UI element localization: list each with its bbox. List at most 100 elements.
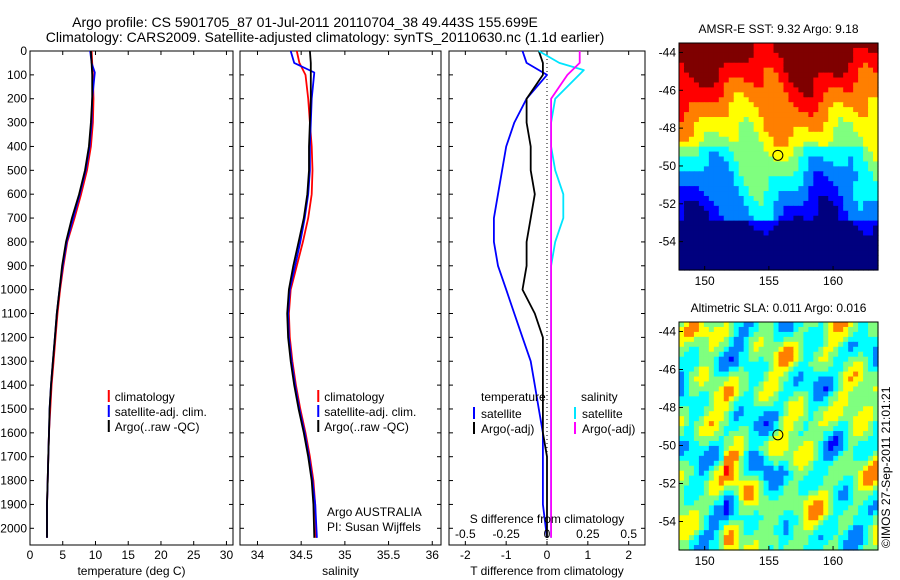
- map-cell: [698, 346, 705, 353]
- map-cell: [828, 260, 834, 266]
- map-cell: [688, 426, 695, 432]
- map-cell: [703, 82, 710, 89]
- map-cell: [763, 87, 770, 93]
- map-cell: [753, 436, 760, 442]
- map-cell: [758, 47, 765, 54]
- map-cell: [808, 411, 814, 417]
- map-cell: [738, 440, 745, 447]
- map-cell: [828, 366, 834, 373]
- map-cell: [753, 500, 760, 506]
- map-cell: [818, 440, 824, 447]
- map-cell: [718, 331, 725, 338]
- map-cell: [713, 52, 720, 59]
- map-cell: [853, 141, 859, 148]
- map-cell: [688, 72, 695, 79]
- map-cell: [768, 381, 775, 388]
- map-cell: [728, 450, 735, 457]
- map-cell: [853, 117, 859, 123]
- map-cell: [683, 510, 690, 516]
- map-cell: [848, 440, 854, 447]
- map-cell: [843, 411, 849, 417]
- map-cell: [863, 480, 869, 487]
- map-cell: [698, 495, 705, 502]
- map-cell: [743, 131, 750, 138]
- map-cell: [863, 490, 869, 497]
- map-cell: [679, 381, 685, 388]
- map-cell: [693, 326, 700, 333]
- map-cell: [848, 470, 854, 477]
- map-cell: [728, 510, 735, 516]
- map-cell: [718, 336, 725, 343]
- map-cell: [778, 92, 785, 98]
- map-cell: [698, 381, 705, 388]
- map-cell: [788, 455, 795, 462]
- map-cell: [788, 490, 795, 497]
- map-cell: [718, 371, 725, 378]
- map-cell: [858, 87, 864, 93]
- map-cell: [738, 195, 745, 202]
- map-cell: [723, 215, 730, 222]
- map-cell: [743, 195, 750, 202]
- map-cell: [768, 341, 775, 348]
- map-cell: [778, 102, 785, 108]
- map-cell: [808, 520, 814, 526]
- map-cell: [683, 126, 690, 133]
- map-cell: [753, 151, 760, 158]
- y-tick-label: -50: [659, 439, 677, 453]
- map-cell: [873, 351, 879, 358]
- map-cell: [688, 401, 695, 407]
- map-cell: [813, 181, 819, 187]
- map-cell: [723, 77, 730, 84]
- map-cell: [688, 371, 695, 378]
- map-cell: [738, 455, 745, 462]
- map-cell: [738, 146, 745, 153]
- map-cell: [803, 107, 809, 113]
- map-cell: [823, 326, 829, 333]
- map-cell: [683, 166, 690, 172]
- map-cell: [848, 510, 854, 516]
- map-cell: [793, 265, 799, 271]
- map-cell: [873, 391, 879, 397]
- map-cell: [679, 485, 685, 492]
- map-cell: [798, 171, 804, 177]
- map-cell: [853, 470, 859, 477]
- map-cell: [818, 381, 824, 388]
- map-cell: [843, 87, 849, 93]
- map-cell: [733, 391, 740, 397]
- map-cell: [738, 431, 745, 437]
- map-cell: [823, 92, 829, 98]
- map-cell: [768, 465, 775, 472]
- map-cell: [723, 480, 730, 487]
- map-cell: [843, 520, 849, 526]
- map-cell: [773, 191, 780, 197]
- map-cell: [858, 530, 864, 536]
- map-cell: [833, 411, 839, 417]
- map-cell: [738, 426, 745, 432]
- map-cell: [843, 356, 849, 363]
- map-cell: [718, 515, 725, 521]
- map-cell: [733, 166, 740, 172]
- map-cell: [688, 82, 695, 89]
- map-cell: [868, 131, 874, 138]
- map-cell: [693, 146, 700, 153]
- map-cell: [853, 465, 859, 472]
- map-cell: [843, 181, 849, 187]
- map-cell: [848, 195, 854, 202]
- map-cell: [798, 426, 804, 432]
- map-cell: [793, 250, 799, 256]
- map-cell: [728, 260, 735, 266]
- map-cell: [818, 225, 824, 232]
- map-cell: [743, 445, 750, 452]
- map-cell: [853, 260, 859, 266]
- map-cell: [838, 436, 844, 442]
- x-tick-label: 0: [544, 548, 551, 562]
- map-cell: [868, 112, 874, 118]
- map-cell: [853, 191, 859, 197]
- map-cell: [823, 200, 829, 207]
- map-cell: [753, 245, 760, 251]
- map-cell: [773, 176, 780, 182]
- map-cell: [848, 47, 854, 54]
- map-cell: [693, 445, 700, 452]
- map-cell: [863, 351, 869, 358]
- x-tick-label: 155: [759, 274, 779, 288]
